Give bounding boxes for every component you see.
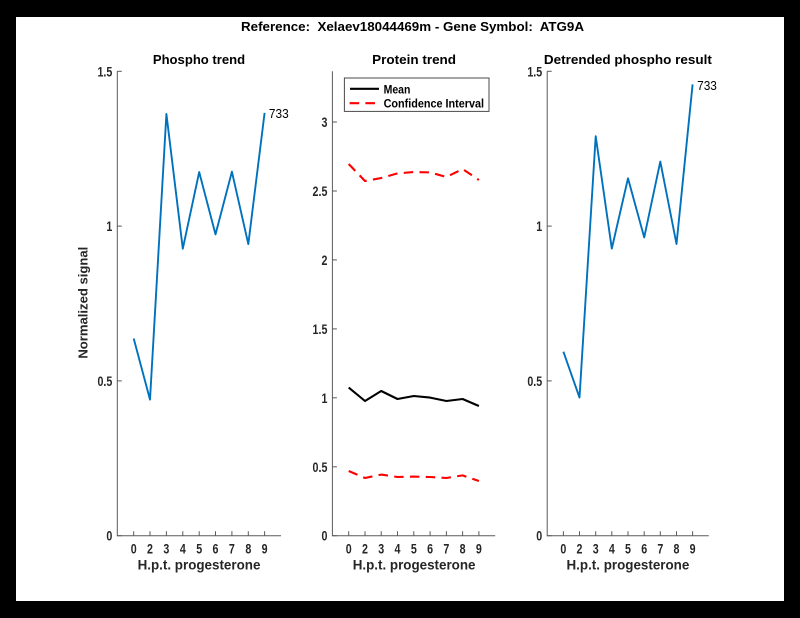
- svg-text:0: 0: [106, 528, 112, 544]
- svg-text:9: 9: [476, 541, 482, 557]
- svg-text:9: 9: [690, 541, 696, 557]
- svg-text:2: 2: [577, 541, 583, 557]
- svg-text:1.5: 1.5: [527, 64, 542, 80]
- svg-text:1: 1: [106, 219, 112, 235]
- svg-text:Normalized signal: Normalized signal: [76, 247, 91, 359]
- svg-text:5: 5: [411, 541, 417, 557]
- svg-text:0: 0: [560, 541, 566, 557]
- svg-text:5: 5: [196, 541, 202, 557]
- svg-text:3: 3: [163, 541, 169, 557]
- svg-text:8: 8: [674, 541, 680, 557]
- svg-text:0.5: 0.5: [97, 374, 112, 390]
- svg-text:Protein trend: Protein trend: [372, 52, 456, 67]
- svg-text:1: 1: [321, 391, 327, 407]
- svg-text:5: 5: [625, 541, 631, 557]
- svg-text:4: 4: [609, 541, 615, 557]
- svg-text:2: 2: [362, 541, 368, 557]
- svg-text:2.5: 2.5: [313, 184, 328, 200]
- svg-text:0: 0: [536, 528, 542, 544]
- svg-text:8: 8: [460, 541, 466, 557]
- svg-text:H.p.t. progesterone: H.p.t. progesterone: [353, 557, 476, 572]
- svg-text:0: 0: [321, 528, 327, 544]
- svg-text:Mean: Mean: [384, 82, 411, 96]
- svg-text:Detrended phospho result: Detrended phospho result: [544, 52, 713, 67]
- svg-text:2: 2: [147, 541, 153, 557]
- svg-text:7: 7: [229, 541, 235, 557]
- svg-text:0: 0: [131, 541, 137, 557]
- svg-text:Phospho trend: Phospho trend: [153, 52, 245, 67]
- svg-text:733: 733: [697, 78, 717, 93]
- svg-text:0.5: 0.5: [313, 460, 328, 476]
- svg-text:0: 0: [346, 541, 352, 557]
- svg-text:2: 2: [321, 253, 327, 269]
- svg-text:H.p.t. progesterone: H.p.t. progesterone: [138, 557, 261, 572]
- svg-text:6: 6: [641, 541, 647, 557]
- svg-text:733: 733: [269, 106, 289, 121]
- svg-text:7: 7: [443, 541, 449, 557]
- svg-text:0.5: 0.5: [527, 374, 542, 390]
- svg-text:H.p.t. progesterone: H.p.t. progesterone: [567, 557, 690, 572]
- svg-text:Reference: Xelaev18044469m -: Reference: Xelaev18044469m - Gene Symbol…: [241, 19, 584, 34]
- svg-text:4: 4: [395, 541, 401, 557]
- svg-text:Confidence Interval: Confidence Interval: [384, 96, 484, 110]
- svg-text:9: 9: [262, 541, 268, 557]
- svg-text:1: 1: [536, 219, 542, 235]
- svg-text:8: 8: [245, 541, 251, 557]
- svg-text:1.5: 1.5: [313, 322, 328, 338]
- svg-text:4: 4: [180, 541, 186, 557]
- svg-text:3: 3: [321, 115, 327, 131]
- svg-text:3: 3: [378, 541, 384, 557]
- svg-text:7: 7: [657, 541, 663, 557]
- svg-text:6: 6: [427, 541, 433, 557]
- svg-text:1.5: 1.5: [97, 64, 112, 80]
- svg-text:3: 3: [593, 541, 599, 557]
- svg-text:6: 6: [213, 541, 219, 557]
